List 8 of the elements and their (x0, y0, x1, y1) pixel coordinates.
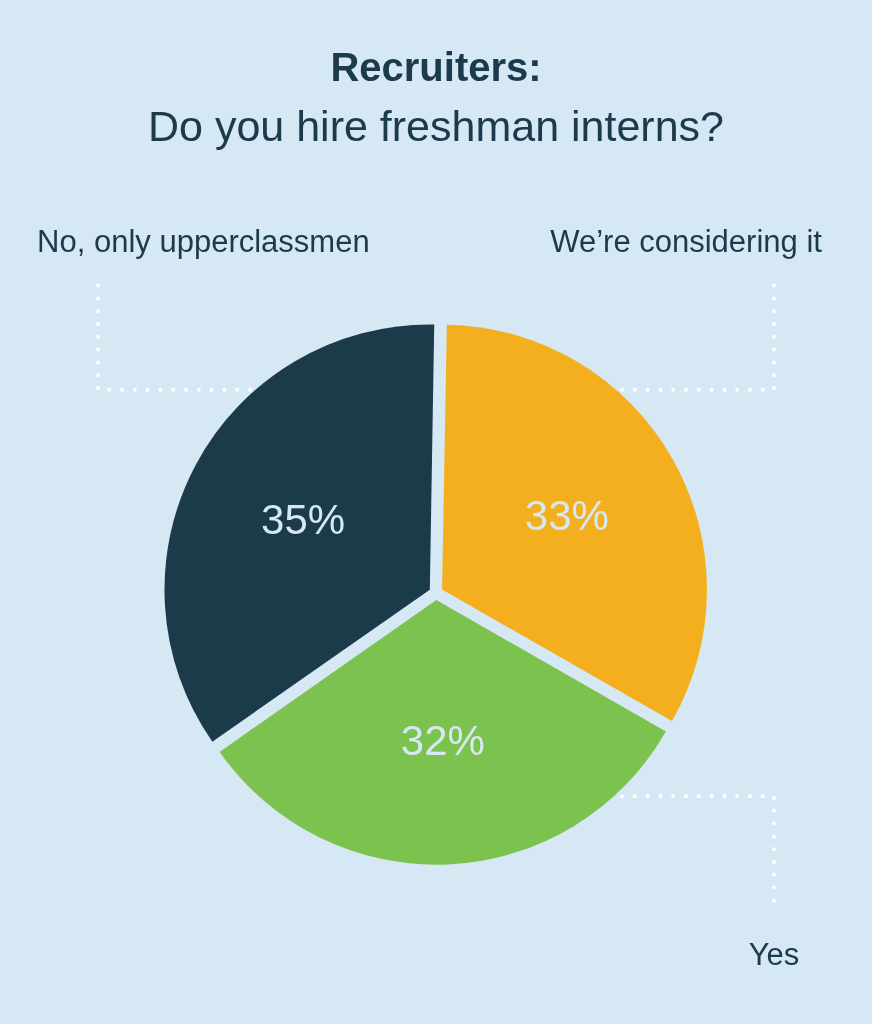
data-label: 33% (524, 492, 609, 540)
data-label: 32% (400, 716, 485, 764)
chart-subtitle: Do you hire freshman interns? (147, 102, 725, 150)
slice-label: No, only upperclassmen (37, 223, 370, 259)
chart-title: Recruiters: (330, 45, 542, 89)
data-label: 35% (261, 495, 346, 543)
slice-label: We’re considering it (550, 223, 823, 259)
slice-label: Yes (748, 937, 800, 973)
